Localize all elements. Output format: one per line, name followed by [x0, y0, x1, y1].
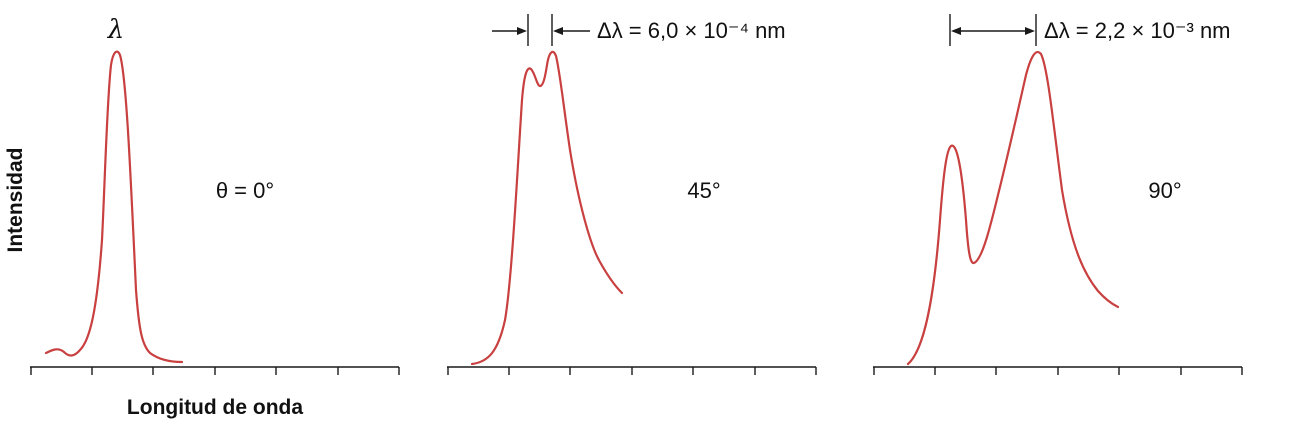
panel-0deg: λ θ = 0° — [30, 15, 400, 375]
panel-1-angle-label: θ = 0° — [216, 178, 274, 203]
panel-2-ticks — [447, 367, 817, 375]
panel-45deg: Δλ = 6,0 × 10⁻⁴ nm 45° — [447, 14, 817, 375]
panel-1-peak-symbol: λ — [107, 15, 124, 45]
panel-1-ticks — [30, 367, 400, 375]
panel-2-angle-label: 45° — [687, 178, 720, 203]
panel-2-arrowhead-right — [553, 27, 563, 35]
panel-2-separation-label: Δλ = 6,0 × 10⁻⁴ nm — [597, 18, 786, 43]
panel-3-arrowhead-left — [951, 27, 961, 35]
panel-3-separation-label: Δλ = 2,2 × 10⁻³ nm — [1044, 18, 1231, 43]
panel-3-intensity-curve — [906, 50, 1120, 366]
panel-3-ticks — [873, 367, 1243, 375]
panel-1-intensity-curve — [44, 50, 184, 364]
panel-2-arrowhead-left — [517, 27, 527, 35]
panel-90deg: Δλ = 2,2 × 10⁻³ nm 90° — [873, 14, 1243, 375]
panel-3-arrowhead-right — [1025, 27, 1035, 35]
panel-3-angle-label: 90° — [1148, 178, 1181, 203]
panel-2-intensity-curve — [470, 50, 624, 366]
x-axis-label: Longitud de onda — [127, 396, 303, 419]
y-axis-label: Intensidad — [4, 147, 27, 252]
